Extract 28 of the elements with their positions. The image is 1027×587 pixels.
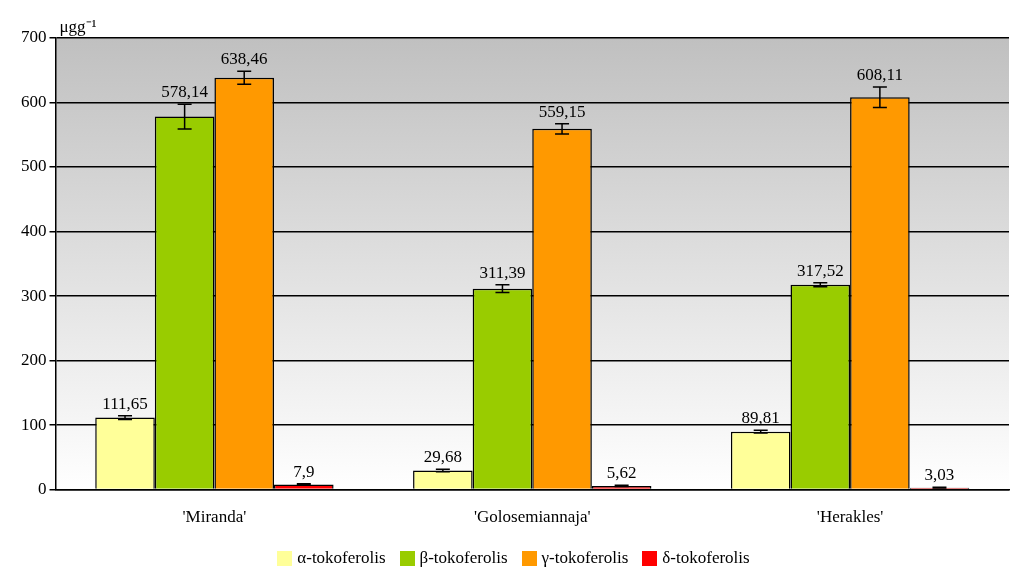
data-label: 317,52 — [796, 260, 844, 280]
y-tick-label: 700 — [21, 27, 47, 47]
legend-label: γ-tokoferolis — [541, 548, 629, 568]
y-tick-label: 500 — [21, 156, 47, 176]
legend-label: δ-tokoferolis — [662, 548, 750, 568]
y-tick-label: 200 — [21, 350, 47, 370]
y-tick-label: 0 — [38, 479, 47, 499]
x-tick-label: 'Golosemiannaja' — [473, 507, 591, 527]
data-label: 5,62 — [606, 463, 637, 483]
data-label: 3,03 — [924, 465, 955, 485]
y-tick-label: 400 — [21, 221, 47, 241]
y-tick-label: 600 — [21, 91, 47, 111]
data-label: 638,46 — [220, 49, 268, 69]
data-label: 89,81 — [741, 408, 780, 428]
x-tick-label: 'Miranda' — [182, 507, 247, 527]
data-label: 311,39 — [479, 262, 526, 282]
data-label: 29,68 — [423, 447, 462, 467]
y-axis-title: μgg⁻¹ — [59, 16, 97, 36]
data-label: 7,9 — [293, 461, 315, 481]
y-tick-label: 300 — [21, 285, 47, 305]
legend-label: α-tokoferolis — [297, 548, 386, 568]
data-label: 559,15 — [538, 101, 586, 121]
data-label: 111,65 — [102, 393, 148, 413]
x-tick-label: 'Herakles' — [816, 507, 884, 527]
y-tick-label: 100 — [21, 414, 47, 434]
data-label: 578,14 — [161, 82, 209, 102]
data-label: 608,11 — [856, 64, 903, 84]
legend-label: β-tokoferolis — [419, 548, 508, 568]
